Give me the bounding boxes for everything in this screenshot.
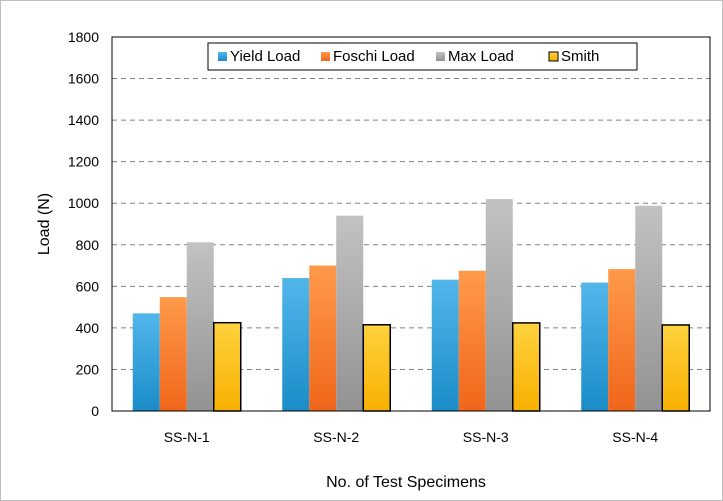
- y-tick-label: 1800: [68, 29, 99, 45]
- x-tick-label: SS-N-2: [313, 429, 359, 445]
- legend-swatch: [436, 52, 445, 61]
- y-tick-label: 800: [76, 237, 100, 253]
- legend-box: [207, 42, 638, 71]
- bar-yield-load-ss-n-2: [282, 278, 310, 411]
- bar-smith-ss-n-3: [512, 322, 541, 412]
- bar-max-load-ss-n-3: [485, 199, 513, 411]
- y-tick-label: 200: [76, 361, 100, 377]
- legend-label: Max Load: [448, 48, 514, 65]
- bar-foschi-load-ss-n-1: [159, 297, 187, 411]
- bar-smith-ss-n-4: [661, 324, 690, 412]
- x-axis-tick-labels: SS-N-1 SS-N-2 SS-N-3 SS-N-4: [164, 429, 659, 445]
- bar-yield-load-ss-n-1: [132, 313, 160, 411]
- x-tick-label: SS-N-3: [463, 429, 509, 445]
- bar-max-load-ss-n-1: [186, 242, 214, 411]
- bar-yield-load-ss-n-3: [431, 279, 459, 411]
- y-tick-label: 1200: [68, 154, 99, 170]
- y-tick-label: 1600: [68, 71, 99, 87]
- legend-label: Foschi Load: [333, 48, 415, 65]
- y-tick-label: 1000: [68, 195, 99, 211]
- x-tick-label: SS-N-1: [164, 429, 210, 445]
- legend-swatch: [548, 51, 559, 62]
- bar-foschi-load-ss-n-2: [309, 265, 337, 411]
- y-tick-label: 1400: [68, 112, 99, 128]
- x-axis-title: No. of Test Specimens: [326, 474, 486, 491]
- y-tick-label: 600: [76, 278, 100, 294]
- bar-foschi-load-ss-n-3: [458, 270, 486, 411]
- y-tick-label: 400: [76, 320, 100, 336]
- plot-area-border: [111, 36, 711, 412]
- bar-yield-load-ss-n-4: [581, 282, 609, 411]
- y-tick-label: 0: [91, 403, 99, 419]
- y-axis-title: Load (N): [36, 193, 53, 255]
- legend-label: Smith: [561, 48, 599, 65]
- legend-swatch: [321, 52, 330, 61]
- legend-swatch: [218, 52, 227, 61]
- bars: [132, 199, 690, 412]
- y-axis-tick-labels: 0 200 400 600 800 1000 1200 1400 1600 1800: [68, 29, 99, 419]
- bar-max-load-ss-n-2: [336, 215, 364, 411]
- bar-smith-ss-n-2: [362, 324, 391, 412]
- legend-label: Yield Load: [230, 48, 300, 65]
- bar-max-load-ss-n-4: [635, 205, 663, 411]
- legend: Yield Load Foschi Load Max Load Smith: [207, 42, 638, 71]
- bar-foschi-load-ss-n-4: [608, 269, 636, 411]
- x-tick-label: SS-N-4: [612, 429, 658, 445]
- bar-smith-ss-n-1: [213, 321, 242, 412]
